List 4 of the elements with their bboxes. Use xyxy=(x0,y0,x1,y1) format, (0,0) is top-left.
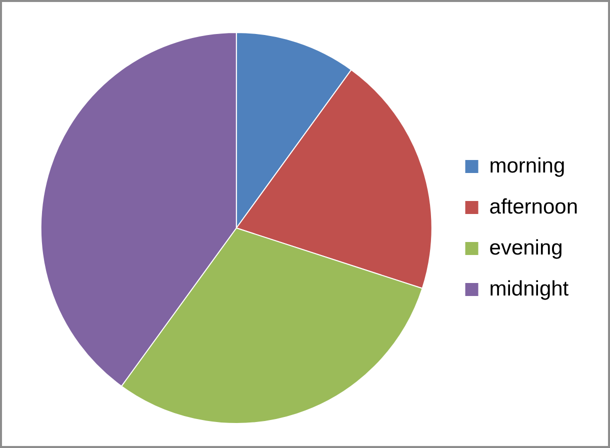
legend-label: midnight xyxy=(489,277,569,300)
legend-label: evening xyxy=(489,236,563,260)
legend-label: morning xyxy=(489,154,566,178)
legend-label: afternoon xyxy=(489,195,578,218)
